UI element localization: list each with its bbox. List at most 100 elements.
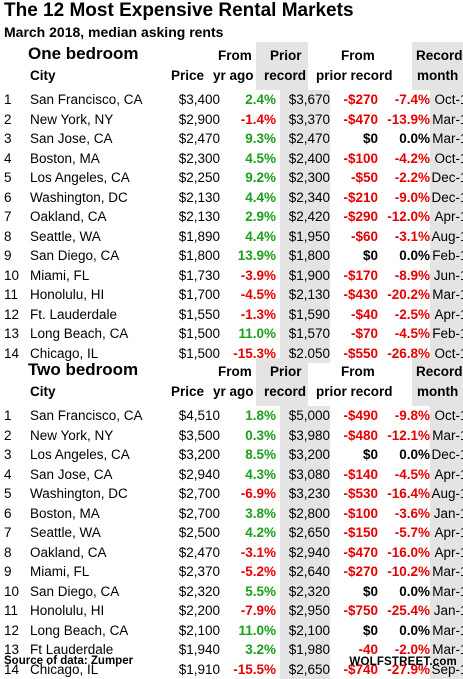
record-month-cell: Jan-15: [430, 601, 463, 621]
rank-cell: 10: [0, 266, 30, 286]
record-month-cell: Feb-18: [430, 246, 463, 266]
pct-from-record-cell: 0.0%: [378, 621, 430, 641]
rank-cell: 4: [0, 465, 30, 485]
pct-from-record-cell: -12.1%: [378, 426, 430, 446]
header-price: Price: [171, 384, 204, 399]
price-cell: $1,910: [170, 660, 220, 679]
page-title: The 12 Most Expensive Rental Markets: [4, 0, 354, 22]
price-cell: $2,470: [170, 129, 220, 149]
pct-from-record-cell: -3.6%: [378, 504, 430, 524]
yoy-change-cell: 1.8%: [220, 406, 280, 426]
pct-from-record-cell: -25.4%: [378, 601, 430, 621]
city-cell: Los Angeles, CA: [30, 445, 170, 465]
yoy-change-cell: 0.3%: [220, 426, 280, 446]
yoy-change-cell: -6.9%: [220, 484, 280, 504]
yoy-change-cell: 4.4%: [220, 227, 280, 247]
rank-cell: 2: [0, 426, 30, 446]
price-cell: $2,300: [170, 149, 220, 169]
pct-from-record-cell: -4.2%: [378, 149, 430, 169]
city-cell: Miami, FL: [30, 562, 170, 582]
yoy-change-cell: -5.2%: [220, 562, 280, 582]
city-cell: Washington, DC: [30, 188, 170, 208]
yoy-change-cell: -15.5%: [220, 660, 280, 679]
record-month-cell: Oct-15: [430, 149, 463, 169]
rank-cell: 11: [0, 285, 30, 305]
price-cell: $2,250: [170, 168, 220, 188]
prior-record-cell: $2,420: [280, 207, 330, 227]
header-record-top: Record: [416, 48, 463, 63]
rank-cell: 12: [0, 305, 30, 325]
rank-cell: 11: [0, 601, 30, 621]
record-month-cell: Apr-16: [430, 523, 463, 543]
rank-cell: 6: [0, 504, 30, 524]
record-month-cell: Mar-16: [430, 285, 463, 305]
pct-from-record-cell: -4.5%: [378, 465, 430, 485]
record-month-cell: Dec-17: [430, 188, 463, 208]
pct-from-record-cell: -12.0%: [378, 207, 430, 227]
price-cell: $1,500: [170, 324, 220, 344]
pct-from-record-cell: -16.0%: [378, 543, 430, 563]
record-month-cell: Apr-16: [430, 465, 463, 485]
header-city: City: [30, 384, 56, 399]
city-cell: New York, NY: [30, 110, 170, 130]
price-cell: $1,700: [170, 285, 220, 305]
prior-record-cell: $3,670: [280, 90, 330, 110]
header-from: From: [218, 364, 252, 379]
city-cell: Long Beach, CA: [30, 621, 170, 641]
section-one-bedroom: One bedroom From yr ago Prior record Fro…: [0, 42, 463, 363]
price-cell: $2,370: [170, 562, 220, 582]
rank-cell: 8: [0, 543, 30, 563]
section-header: Two bedroom From yr ago Prior record Fro…: [0, 358, 463, 406]
record-month-cell: Apr-17: [430, 305, 463, 325]
yoy-change-cell: 4.5%: [220, 149, 280, 169]
price-cell: $2,100: [170, 621, 220, 641]
pct-from-record-cell: -3.1%: [378, 227, 430, 247]
price-cell: $3,500: [170, 426, 220, 446]
change-from-record-cell: -$470: [330, 110, 378, 130]
price-cell: $4,510: [170, 406, 220, 426]
record-month-cell: Oct-15: [430, 90, 463, 110]
rank-cell: 2: [0, 110, 30, 130]
price-cell: $2,700: [170, 484, 220, 504]
header-from: From: [218, 48, 252, 63]
yoy-change-cell: -1.4%: [220, 110, 280, 130]
city-cell: Miami, FL: [30, 266, 170, 286]
yoy-change-cell: 11.0%: [220, 621, 280, 641]
city-cell: San Diego, CA: [30, 582, 170, 602]
prior-record-cell: $2,640: [280, 562, 330, 582]
change-from-record-cell: -$50: [330, 168, 378, 188]
pct-from-record-cell: -20.2%: [378, 285, 430, 305]
prior-record-cell: $2,950: [280, 601, 330, 621]
change-from-record-cell: $0: [330, 445, 378, 465]
city-cell: San Jose, CA: [30, 465, 170, 485]
rank-cell: 7: [0, 523, 30, 543]
prior-record-cell: $2,650: [280, 660, 330, 679]
rank-cell: 8: [0, 227, 30, 247]
yoy-change-cell: 2.4%: [220, 90, 280, 110]
yoy-change-cell: -3.9%: [220, 266, 280, 286]
change-from-record-cell: -$290: [330, 207, 378, 227]
yoy-change-cell: -7.9%: [220, 601, 280, 621]
change-from-record-cell: $0: [330, 582, 378, 602]
price-cell: $2,470: [170, 543, 220, 563]
change-from-record-cell: -$530: [330, 484, 378, 504]
record-month-cell: Mar-16: [430, 562, 463, 582]
yoy-change-cell: 2.9%: [220, 207, 280, 227]
prior-record-cell: $2,400: [280, 149, 330, 169]
record-month-cell: Dec-17: [430, 168, 463, 188]
price-cell: $2,130: [170, 207, 220, 227]
